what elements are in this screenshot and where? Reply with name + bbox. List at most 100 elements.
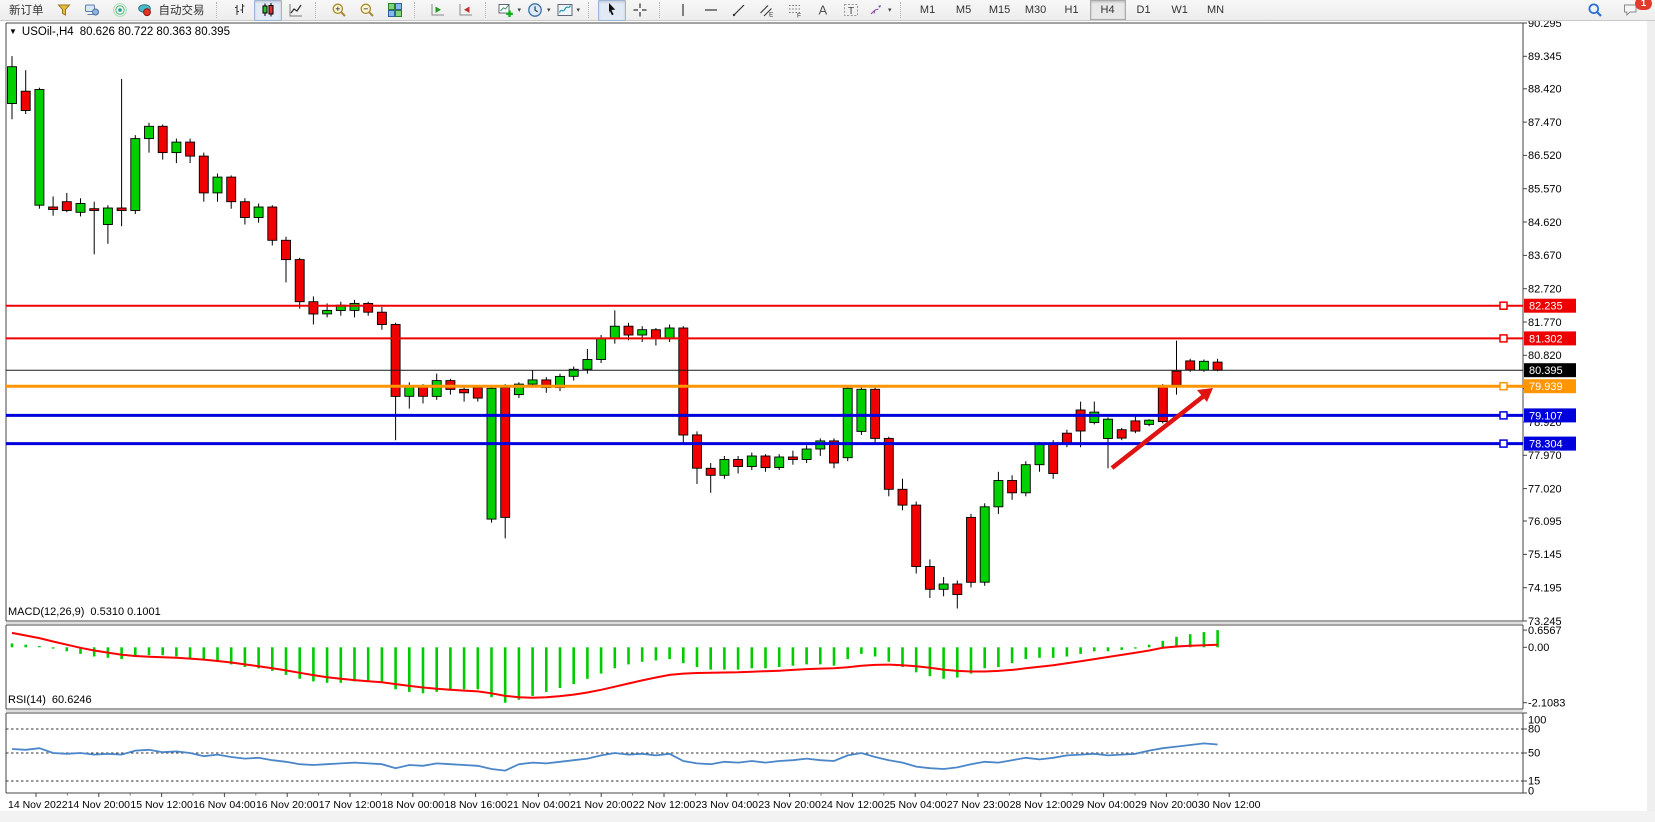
candle-body	[1020, 464, 1031, 494]
price-line-label: 81.302	[1524, 331, 1576, 346]
text-label-icon[interactable]: T	[837, 0, 865, 21]
line-drag-handle[interactable]	[1499, 411, 1508, 420]
candle-body	[664, 327, 675, 339]
auto-scroll-icon[interactable]	[452, 0, 480, 21]
candle-body	[870, 388, 881, 439]
timeframe-H4-button[interactable]: H4	[1089, 0, 1126, 20]
candle-body	[705, 467, 716, 476]
market-watch-icon	[84, 4, 99, 16]
bar-chart-icon	[234, 4, 244, 15]
chart-profile-icon[interactable]	[50, 0, 78, 21]
market-watch-icon[interactable]	[78, 0, 106, 21]
price-tick-label: 89.345	[1528, 51, 1562, 63]
zoom-in-icon[interactable]	[325, 0, 353, 21]
dropdown-arrow-icon[interactable]: ▾	[576, 7, 581, 14]
chart-shift-icon	[431, 4, 444, 16]
window-right-edge	[1647, 21, 1655, 822]
price-tick-label: 77.020	[1528, 483, 1562, 495]
new-order-button[interactable]: 新订单	[3, 0, 50, 21]
candle-body	[267, 206, 278, 241]
line-drag-handle[interactable]	[1499, 439, 1508, 448]
price-tick-label: 77.970	[1528, 450, 1562, 462]
timeframe-M30-button[interactable]: M30	[1024, 4, 1047, 16]
cursor-icon[interactable]	[598, 0, 627, 21]
candlestick-chart-icon[interactable]	[253, 0, 282, 21]
timeframe-MN-button[interactable]: MN	[1207, 4, 1225, 16]
window-bottom-strip	[0, 811, 1655, 822]
dropdown-arrow-icon[interactable]: ▾	[547, 7, 551, 14]
price-tick-label: 75.145	[1528, 549, 1562, 561]
timeframe-M1-button[interactable]: M1	[919, 4, 936, 16]
line-drag-handle[interactable]	[1499, 381, 1508, 391]
timeframe-M5-button[interactable]: M5	[955, 4, 972, 16]
candlestick-chart-icon	[262, 3, 273, 17]
signals-icon[interactable]	[106, 0, 134, 21]
svg-text:-2.1083: -2.1083	[1528, 698, 1565, 710]
time-tick-label: 22 Nov 12:00	[633, 799, 696, 811]
notifications-button[interactable]: 1	[1617, 0, 1652, 21]
candle-body	[349, 302, 360, 311]
add-indicator-icon[interactable]: ▾	[495, 0, 525, 21]
candle-body	[198, 155, 209, 194]
equidistant-channel-icon[interactable]: E	[753, 0, 781, 21]
price-line-label: 82.235	[1524, 298, 1576, 313]
horizontal-line-icon[interactable]	[697, 0, 725, 21]
time-tick-label: 15 Nov 12:00	[130, 799, 193, 811]
price-tick-label: 73.245	[1528, 616, 1562, 628]
candle-body	[582, 359, 593, 370]
zoom-out-icon[interactable]	[353, 0, 381, 21]
candle-body	[787, 456, 798, 460]
line-chart-icon[interactable]	[282, 0, 310, 21]
trend-arrow-annotation[interactable]	[1110, 388, 1213, 470]
svg-text:50: 50	[1528, 748, 1540, 760]
trendline-icon[interactable]	[725, 0, 753, 21]
price-axis[interactable]: 90.295 89.345 88.420 87.470 86.520 85.570 84.6…	[1523, 21, 1562, 628]
time-axis[interactable]: 14 Nov 2022 14 Nov 20:00 15 Nov 12:00 16 No…	[8, 793, 1261, 811]
candle-body	[102, 207, 113, 225]
period-clock-icon[interactable]: ▾	[524, 0, 554, 21]
timeframe-W1-button[interactable]: W1	[1171, 4, 1188, 16]
candle-body	[979, 506, 990, 583]
candle-body	[116, 207, 127, 211]
tile-windows-icon[interactable]	[381, 0, 409, 21]
signals-icon	[112, 3, 127, 17]
crosshair-icon[interactable]	[626, 0, 654, 21]
dropdown-arrow-icon[interactable]: ▾	[517, 7, 522, 14]
candle-body	[500, 387, 511, 518]
chart-svg: 90.295 89.345 88.420 87.470 86.520 85.570 84.6…	[0, 21, 1655, 822]
fibonacci-icon[interactable]: F	[781, 0, 809, 21]
candle-body	[801, 448, 812, 460]
price-line-label: 79.939	[1524, 379, 1576, 394]
vertical-line-icon[interactable]	[669, 0, 697, 21]
candle-body	[760, 455, 771, 469]
candle-body	[1007, 480, 1018, 494]
timeframe-M15-button[interactable]: M15	[988, 4, 1011, 16]
chart-shift-icon[interactable]	[424, 0, 452, 21]
line-drag-handle[interactable]	[1499, 334, 1508, 343]
candle-body	[746, 455, 757, 467]
template-icon[interactable]: ▾	[554, 0, 584, 21]
chart-menu-icon[interactable]: ▼	[9, 27, 17, 36]
time-tick-label: 24 Nov 12:00	[821, 799, 884, 811]
text-icon[interactable]: A	[809, 0, 837, 21]
timeframe-D1-button[interactable]: D1	[1136, 4, 1151, 16]
notification-badge: 1	[1635, 0, 1652, 10]
search-button[interactable]	[1581, 0, 1609, 21]
dropdown-arrow-icon[interactable]: ▾	[888, 7, 892, 14]
svg-text:100: 100	[1528, 715, 1546, 727]
new-order-button-label: 新订单	[9, 5, 44, 17]
candle-body	[924, 566, 935, 590]
shapes-icon	[870, 5, 882, 15]
line-drag-handle[interactable]	[1499, 301, 1508, 310]
timeframe-H1-button[interactable]: H1	[1064, 4, 1079, 16]
candle-body	[1075, 409, 1086, 432]
bar-chart-icon[interactable]	[226, 0, 254, 21]
shapes-icon[interactable]: ▾	[865, 0, 895, 21]
time-tick-label: 29 Nov 20:00	[1135, 799, 1198, 811]
candle-body	[1198, 360, 1209, 371]
autotrading-button[interactable]: 自动交易	[134, 0, 211, 21]
time-tick-label: 21 Nov 20:00	[570, 799, 633, 811]
time-tick-label: 18 Nov 00:00	[382, 799, 445, 811]
macd-signal-line	[11, 631, 1218, 699]
candle-body	[609, 325, 620, 339]
